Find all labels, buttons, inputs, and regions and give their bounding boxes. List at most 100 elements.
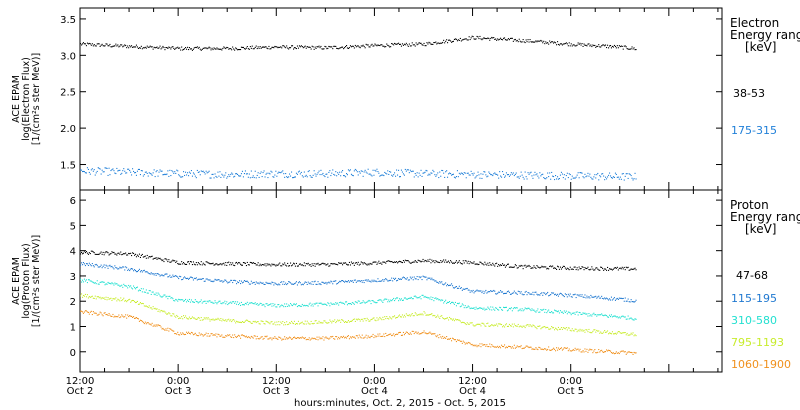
data-point [194, 264, 196, 266]
data-point [116, 167, 118, 169]
data-point [421, 294, 423, 296]
data-point [567, 311, 569, 313]
data-point [214, 48, 216, 50]
data-point [430, 332, 432, 334]
data-point [100, 173, 102, 175]
data-point [494, 38, 496, 40]
data-point [443, 302, 445, 304]
data-point [582, 330, 584, 332]
data-point [349, 45, 351, 47]
data-point [605, 176, 607, 178]
data-point [342, 264, 344, 266]
data-point [188, 49, 190, 51]
data-point [615, 173, 617, 175]
data-point [186, 317, 188, 319]
data-point [94, 282, 96, 284]
data-point [262, 282, 264, 284]
data-point [352, 175, 354, 177]
data-point [434, 42, 436, 44]
data-point [459, 37, 461, 39]
data-point [230, 48, 232, 50]
data-point [572, 312, 574, 314]
data-point [404, 44, 406, 46]
proton-plot-frame [79, 189, 723, 373]
data-point [118, 314, 120, 316]
data-point [421, 313, 423, 315]
data-point [420, 261, 422, 263]
data-point [248, 283, 250, 285]
data-point [99, 281, 101, 283]
data-point [286, 303, 288, 305]
data-point [374, 43, 376, 45]
data-point [180, 176, 182, 178]
data-point [82, 312, 84, 314]
data-point [487, 306, 489, 308]
data-point [386, 316, 388, 318]
data-point [149, 172, 151, 174]
data-point [123, 316, 125, 318]
data-point [534, 348, 536, 350]
data-point [95, 312, 97, 314]
data-point [84, 252, 86, 254]
data-point [345, 262, 347, 264]
data-point [233, 301, 235, 303]
data-point [143, 291, 145, 293]
data-point [277, 284, 279, 286]
data-point [469, 308, 471, 310]
data-point [573, 330, 575, 332]
data-point [361, 45, 363, 47]
data-point [416, 261, 418, 263]
data-point [359, 263, 361, 265]
data-point [135, 172, 137, 174]
data-point [614, 352, 616, 354]
data-point [185, 333, 187, 335]
data-point [212, 173, 214, 175]
data-point [340, 281, 342, 283]
data-point [426, 279, 428, 281]
data-point [309, 46, 311, 48]
data-point [121, 300, 123, 302]
data-point [277, 338, 279, 340]
data-point [324, 282, 326, 284]
data-point [194, 318, 196, 320]
data-point [195, 334, 197, 336]
data-point [455, 319, 457, 321]
data-point [610, 45, 612, 47]
data-point [317, 281, 319, 283]
data-point [159, 275, 161, 277]
data-point [399, 260, 401, 262]
data-point [407, 315, 409, 317]
data-point [517, 267, 519, 269]
data-point [379, 280, 381, 282]
data-point [379, 333, 381, 335]
data-point [218, 300, 220, 302]
data-point [603, 44, 605, 46]
data-point [230, 279, 232, 281]
data-point [350, 173, 352, 175]
data-point [447, 317, 449, 319]
data-point [631, 268, 633, 270]
data-point [311, 45, 313, 47]
data-point [482, 308, 484, 310]
data-point [555, 175, 557, 177]
data-point [152, 306, 154, 308]
data-point [606, 269, 608, 271]
data-point [438, 42, 440, 44]
data-point [128, 252, 130, 254]
data-point [488, 37, 490, 39]
data-point [212, 302, 214, 304]
data-point [330, 320, 332, 322]
data-point [430, 262, 432, 264]
data-point [500, 347, 502, 349]
data-point [406, 277, 408, 279]
data-point [215, 318, 217, 320]
data-point [331, 322, 333, 324]
data-point [358, 46, 360, 48]
data-point [213, 302, 215, 304]
data-point [521, 326, 523, 328]
data-point [208, 300, 210, 302]
data-point [631, 318, 633, 320]
data-point [521, 174, 523, 176]
data-point [376, 281, 378, 283]
data-point [367, 300, 369, 302]
